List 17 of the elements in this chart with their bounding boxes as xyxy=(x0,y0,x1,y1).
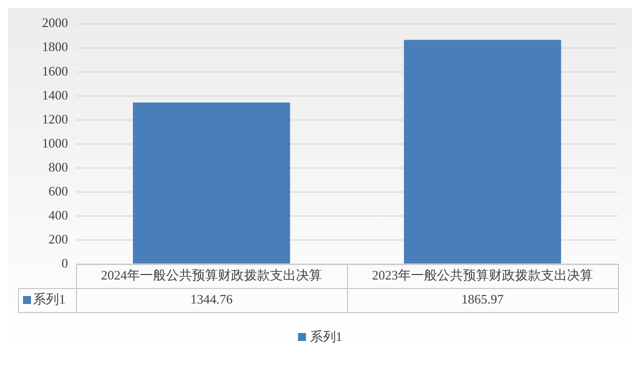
text: 系列1 xyxy=(33,291,66,306)
y-tick-label: 600 xyxy=(48,183,68,198)
y-tick-label: 800 xyxy=(48,159,68,174)
y-tick-label: 1200 xyxy=(42,111,68,126)
y-tick-label: 2000 xyxy=(42,15,68,30)
y-tick-label: 200 xyxy=(48,231,68,246)
y-tick-label: 1600 xyxy=(42,63,68,78)
y-tick-label: 1000 xyxy=(42,135,68,150)
y-tick-label: 1800 xyxy=(42,39,68,54)
data-label: 1865.97 xyxy=(461,291,504,306)
x-tick-label: 2024年一般公共预算财政拨款支出决算 xyxy=(101,267,322,282)
y-tick-label: 400 xyxy=(48,207,68,222)
x-tick-label: 2023年一般公共预算财政拨款支出决算 xyxy=(372,267,593,282)
data-label: 1344.76 xyxy=(190,291,234,306)
legend-label: 系列1 xyxy=(310,328,342,346)
y-tick-label: 1400 xyxy=(42,87,68,102)
y-tick-label: 0 xyxy=(62,255,68,270)
